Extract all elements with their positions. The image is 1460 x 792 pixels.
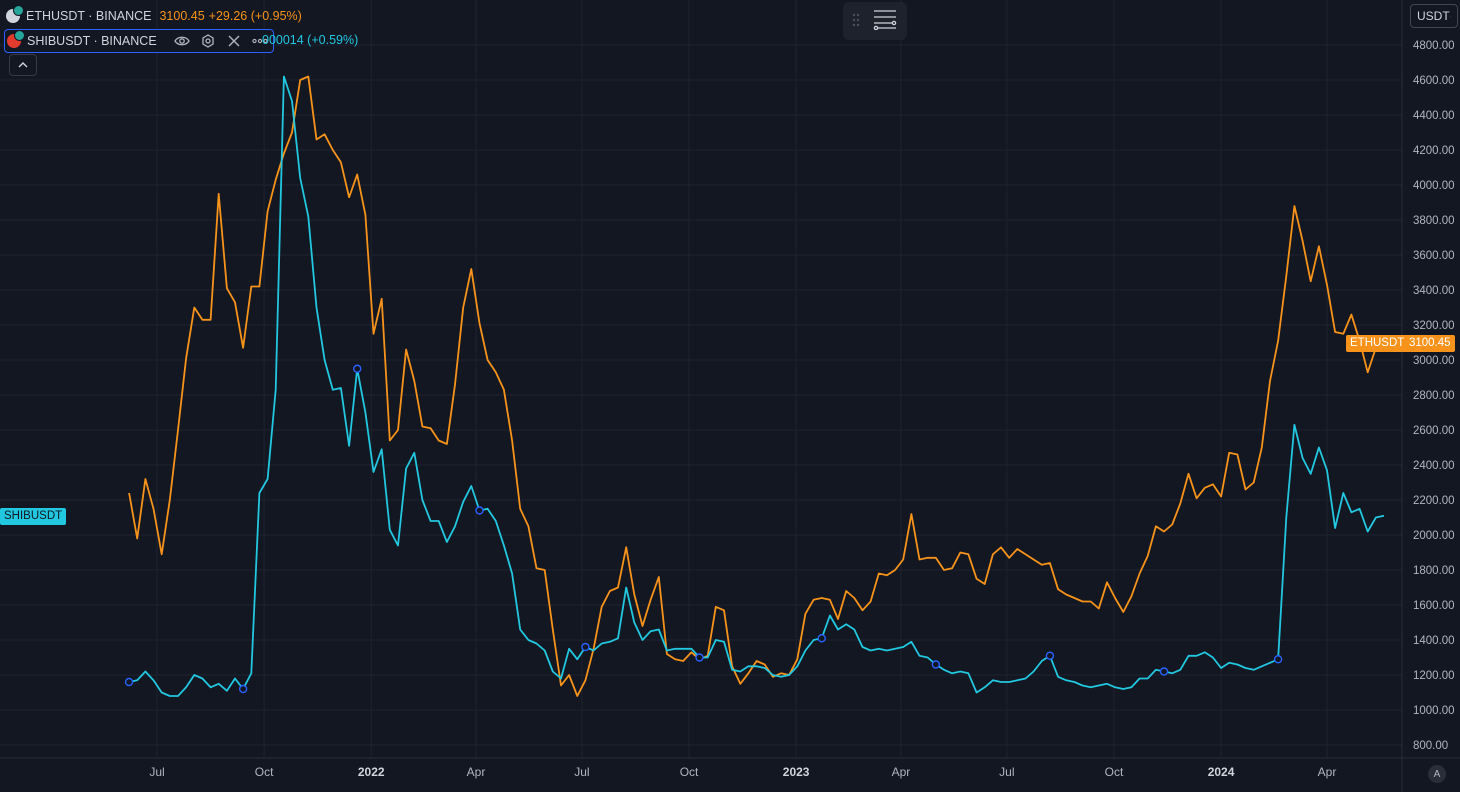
y-tick-label: 2600.00 bbox=[1413, 425, 1455, 437]
eth-change: +29.26 (+0.95%) bbox=[208, 9, 302, 23]
shib-coin-icon bbox=[7, 30, 25, 48]
eth-price-label: ETHUSDT bbox=[1346, 335, 1409, 352]
shib-symbol: SHIBUSDT · BINANCE bbox=[27, 34, 157, 48]
object-tree-icon[interactable] bbox=[872, 8, 898, 35]
y-tick-label: 1200.00 bbox=[1413, 670, 1455, 682]
x-tick-label: 2024 bbox=[1208, 765, 1235, 779]
shib-price-label: SHIBUSDT bbox=[0, 508, 67, 525]
shib-price-label-name: SHIBUSDT bbox=[4, 510, 63, 522]
y-tick-label: 1800.00 bbox=[1413, 565, 1455, 577]
series-marker bbox=[353, 364, 362, 373]
legend-shib[interactable]: SHIBUSDT · BINANCE bbox=[4, 29, 274, 53]
price-axis[interactable]: 800.00 1000.00 1200.00 1400.00 1600.00 1800.0… bbox=[1413, 40, 1455, 752]
series-marker bbox=[475, 506, 484, 515]
series-marker bbox=[124, 677, 134, 687]
eth-axis-price-value: 3100.45 bbox=[1409, 337, 1451, 349]
series-line-shibusdt bbox=[128, 75, 1385, 697]
y-tick-label: 3400.00 bbox=[1413, 285, 1455, 297]
series-marker bbox=[931, 660, 941, 669]
x-tick-label: Apr bbox=[467, 765, 486, 779]
x-tick-label: 2023 bbox=[783, 765, 810, 779]
x-tick-label: Apr bbox=[892, 765, 911, 779]
chevron-up-icon bbox=[18, 62, 28, 68]
eth-axis-price: 3100.45 bbox=[1405, 335, 1455, 352]
collapse-legend-button[interactable] bbox=[9, 54, 37, 76]
currency-value: USDT bbox=[1417, 9, 1450, 23]
auto-scale-button[interactable]: A bbox=[1428, 765, 1446, 783]
series-line-ethusdt bbox=[128, 75, 1385, 697]
eth-coin-icon bbox=[6, 5, 24, 23]
drag-handle-icon[interactable] bbox=[852, 13, 860, 30]
y-tick-label: 2200.00 bbox=[1413, 495, 1455, 507]
y-tick-label: 2800.00 bbox=[1413, 390, 1455, 402]
eth-last-price: 3100.45 bbox=[159, 9, 205, 23]
y-tick-label: 4000.00 bbox=[1413, 180, 1455, 192]
y-tick-label: 4800.00 bbox=[1413, 40, 1455, 52]
x-tick-label: Oct bbox=[255, 765, 274, 779]
x-tick-label: Oct bbox=[1105, 765, 1124, 779]
y-tick-label: 3800.00 bbox=[1413, 215, 1455, 227]
auto-scale-label: A bbox=[1433, 768, 1441, 780]
eye-icon[interactable] bbox=[173, 32, 191, 50]
shib-change: 000014 (+0.59%) bbox=[262, 33, 359, 47]
grid-lines bbox=[0, 0, 1402, 758]
series-marker bbox=[695, 653, 704, 662]
close-icon[interactable] bbox=[225, 32, 243, 50]
x-tick-label: Jul bbox=[999, 765, 1014, 779]
currency-select[interactable]: USDT bbox=[1410, 4, 1458, 28]
time-axis[interactable]: Jul Oct 2022 Apr Jul Oct 2023 Apr Jul Oct 2024 Apr bbox=[149, 765, 1336, 779]
eth-price-label-name: ETHUSDT bbox=[1350, 337, 1405, 349]
y-tick-label: 4200.00 bbox=[1413, 145, 1455, 157]
x-tick-label: Jul bbox=[574, 765, 589, 779]
y-tick-label: 4400.00 bbox=[1413, 110, 1455, 122]
series-layer bbox=[128, 75, 1385, 697]
marker-layer bbox=[124, 364, 1283, 694]
chevron-down-icon bbox=[1449, 15, 1451, 17]
x-tick-label: Jul bbox=[149, 765, 164, 779]
series-marker bbox=[581, 642, 590, 652]
y-tick-label: 800.00 bbox=[1413, 740, 1448, 752]
y-tick-label: 2400.00 bbox=[1413, 460, 1455, 472]
y-tick-label: 3200.00 bbox=[1413, 320, 1455, 332]
series-marker bbox=[1159, 667, 1169, 676]
x-tick-label: Oct bbox=[680, 765, 699, 779]
x-tick-label: Apr bbox=[1318, 765, 1337, 779]
y-tick-label: 2000.00 bbox=[1413, 530, 1455, 542]
y-tick-label: 1400.00 bbox=[1413, 635, 1455, 647]
y-tick-label: 1600.00 bbox=[1413, 600, 1455, 612]
y-tick-label: 3600.00 bbox=[1413, 250, 1455, 262]
eth-symbol: ETHUSDT · BINANCE bbox=[26, 9, 152, 23]
settings-icon[interactable] bbox=[199, 32, 217, 50]
y-tick-label: 4600.00 bbox=[1413, 75, 1455, 87]
x-tick-label: 2022 bbox=[358, 765, 385, 779]
series-marker bbox=[817, 634, 826, 643]
series-marker bbox=[1045, 651, 1055, 660]
floating-toolbar[interactable] bbox=[843, 2, 907, 40]
more-icon[interactable] bbox=[251, 32, 269, 50]
legend-eth[interactable]: ETHUSDT · BINANCE 3100.45 +29.26 (+0.95%… bbox=[6, 5, 302, 27]
series-marker bbox=[1273, 655, 1283, 664]
y-tick-label: 3000.00 bbox=[1413, 355, 1455, 367]
series-marker bbox=[238, 684, 248, 694]
y-tick-label: 1000.00 bbox=[1413, 705, 1455, 717]
